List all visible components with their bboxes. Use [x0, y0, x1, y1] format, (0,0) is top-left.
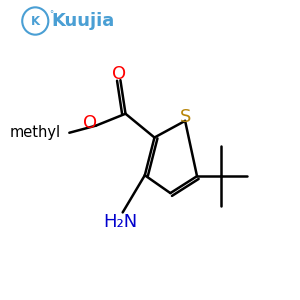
Text: O: O: [83, 114, 97, 132]
Text: °: °: [49, 10, 53, 19]
Text: Kuujia: Kuujia: [52, 12, 115, 30]
Text: methyl: methyl: [10, 125, 61, 140]
Text: H₂N: H₂N: [103, 213, 137, 231]
Text: S: S: [180, 108, 192, 126]
Text: O: O: [112, 65, 126, 83]
Text: K: K: [31, 14, 40, 28]
